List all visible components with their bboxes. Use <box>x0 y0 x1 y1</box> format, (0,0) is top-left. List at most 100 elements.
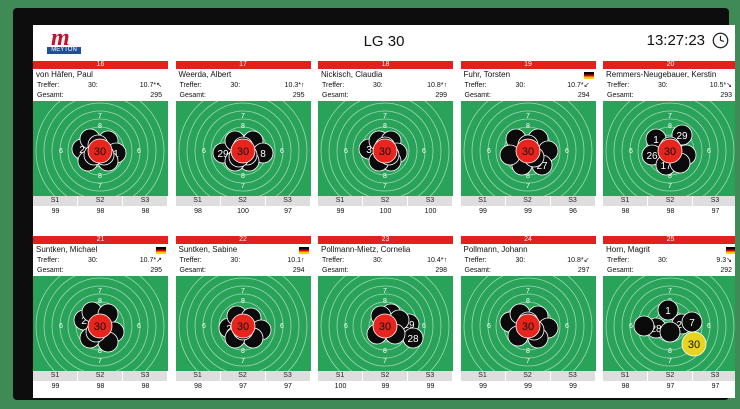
lane-card[interactable]: 18 Nickisch, Claudia Treffer: 30: 10.8*↑ Gesa… <box>318 61 453 222</box>
target-ring <box>178 276 307 371</box>
lane-card[interactable]: 22 Suntken, Sabine Treffer: 30: 10.1↑ Gesamt:… <box>175 236 311 397</box>
last-shot-readout: 10.5*↘ <box>710 81 732 91</box>
ring-number: 8 <box>526 173 530 180</box>
last-shot-marker <box>515 313 540 339</box>
target-display[interactable]: 7 7 6 6 8 8 2 1 30 <box>33 101 168 196</box>
shot-direction-arrow-icon: ↘ <box>726 257 732 264</box>
shot-count: 30: <box>230 257 241 264</box>
target-ring <box>479 277 576 371</box>
series-value-s1: 98 <box>194 383 202 390</box>
ring-number: 7 <box>241 288 245 295</box>
ring-number: 7 <box>98 113 102 120</box>
ring-number: 7 <box>526 183 530 190</box>
shot-count: 30: <box>230 82 241 89</box>
series-value-s3: 97 <box>711 208 720 215</box>
ring-number: 7 <box>241 183 245 190</box>
series-value-s2: 98 <box>96 208 105 215</box>
shot-number: 1 <box>665 306 671 317</box>
lane-card[interactable]: 21 Suntken, Michael Treffer: 30: 10.7*↗ Gesam… <box>33 236 168 397</box>
series-values: 98 98 97 <box>603 206 735 217</box>
gesamt-label: Gesamt: <box>37 92 64 99</box>
series-label-s3: S3 <box>408 196 453 206</box>
last-shot-value: 10.5* <box>709 82 727 89</box>
target-ring <box>352 118 418 184</box>
target-display[interactable]: 7 7 6 6 8 8 3 30 <box>318 101 453 196</box>
target-display[interactable]: 7 7 6 6 8 8 30 <box>460 276 596 371</box>
treffer-row: Treffer: 30: 9.3↘ <box>603 256 735 266</box>
gesamt-row: Gesamt: 299 <box>318 91 453 101</box>
lane-card[interactable]: 17 Weerda, Albert Treffer: 30: 10.3*↑ Gesamt:… <box>175 61 311 222</box>
lane-card[interactable]: 23 Pollmann-Mietz, Cornelia Treffer: 30: 10.… <box>318 236 453 397</box>
lane-card[interactable]: 16 von Häfen, Paul Treffer: 30: 10.7*↖ Gesamt… <box>33 61 168 222</box>
series-value-s3: 97 <box>284 208 292 215</box>
ring-number: 8 <box>383 123 387 130</box>
last-shot-value: 10.8* <box>567 257 584 264</box>
ring-number: 7 <box>668 358 672 365</box>
ring-number: 7 <box>668 183 672 190</box>
meyton-logo: m MEYTON <box>47 25 81 57</box>
target-ring <box>320 276 450 371</box>
lane-number: 18 <box>318 61 453 69</box>
series-label-s2: S2 <box>505 196 551 206</box>
ring-number: 7 <box>383 288 387 295</box>
target-display[interactable]: 7 7 6 6 8 8 29 8 30 <box>175 101 311 196</box>
germany-flag-icon <box>583 72 594 79</box>
series-value-s2: 98 <box>96 383 105 390</box>
shot-number: 29 <box>217 149 229 160</box>
shooter-row: von Häfen, Paul <box>33 69 168 81</box>
shot-number: 29 <box>403 320 415 331</box>
treffer-row: Treffer: 30: 10.1↑ <box>176 256 311 266</box>
target-ring <box>621 102 719 196</box>
lane-card[interactable]: 25 Horn, Magrit Treffer: 30: 9.3↘ Gesamt: 292 7… <box>603 236 735 397</box>
target-ring <box>487 110 568 192</box>
series-value-s3: 96 <box>569 208 577 215</box>
shot-count: 30: <box>88 82 98 89</box>
lane-card[interactable]: 20 Remmers-Neugebauer, Kerstin Treffer: 30:… <box>603 61 735 222</box>
series-label-s1: S1 <box>318 371 363 381</box>
shot-number: 1 <box>113 149 119 160</box>
target-display[interactable]: 7 7 6 6 8 8 29 28 30 <box>318 276 453 371</box>
gesamt-label: Gesamt: <box>464 92 491 99</box>
series-label-s1: S1 <box>603 371 648 381</box>
series-header: S1 S2 S3 <box>33 371 168 381</box>
shot-direction-arrow-icon: ↗ <box>156 257 162 264</box>
lane-number: 25 <box>603 236 735 244</box>
total-score: 299 <box>435 92 447 99</box>
last-shot-marker <box>372 138 398 164</box>
series-value-s3: 99 <box>569 383 577 390</box>
series-value-s1: 100 <box>334 383 347 390</box>
series-label-s3: S3 <box>408 371 453 381</box>
shot-number: 28 <box>407 334 419 345</box>
shot-direction-arrow-icon: ↙ <box>583 257 590 264</box>
lane-card[interactable]: 19 Fuhr, Torsten Treffer: 30: 10.7*↙ Gesamt: 2… <box>460 61 596 222</box>
target-ring <box>344 285 426 367</box>
shot-hole <box>657 299 679 321</box>
target-ring <box>186 276 299 371</box>
lane-card[interactable]: 24 Pollmann, Johann Treffer: 30: 10.8*↙ Gesam… <box>460 236 596 397</box>
series-value-s2: 98 <box>666 208 675 215</box>
ring-number: 6 <box>202 323 206 330</box>
treffer-row: Treffer: 30: 10.4*↑ <box>318 256 453 266</box>
gesamt-row: Gesamt: 292 <box>603 266 735 276</box>
gesamt-row: Gesamt: 295 <box>33 91 168 101</box>
clock-icon <box>712 32 729 49</box>
shot-count: 30: <box>658 257 668 264</box>
series-label-s2: S2 <box>220 196 266 206</box>
gesamt-row: Gesamt: 298 <box>318 266 453 276</box>
series-value-s3: 98 <box>141 383 150 390</box>
series-scores: S1 S2 S3 99 98 98 <box>33 196 168 220</box>
shooter-name: Fuhr, Torsten <box>463 70 511 79</box>
series-values: 99 100 100 <box>318 206 453 217</box>
ring-number: 7 <box>383 113 387 120</box>
shooter-row: Weerda, Albert <box>176 69 311 81</box>
treffer-row: Treffer: 30: 10.5*↘ <box>603 81 735 91</box>
treffer-row: Treffer: 30: 10.7*↙ <box>461 81 596 91</box>
target-display[interactable]: 77668828129730 <box>603 276 735 371</box>
ring-number: 8 <box>241 298 245 305</box>
treffer-row: Treffer: 30: 10.7*↖ <box>33 81 168 91</box>
series-scores: S1 S2 S3 98 98 97 <box>603 196 735 220</box>
